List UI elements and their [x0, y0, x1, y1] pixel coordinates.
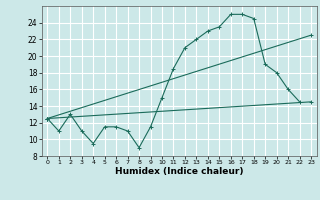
X-axis label: Humidex (Indice chaleur): Humidex (Indice chaleur)	[115, 167, 244, 176]
